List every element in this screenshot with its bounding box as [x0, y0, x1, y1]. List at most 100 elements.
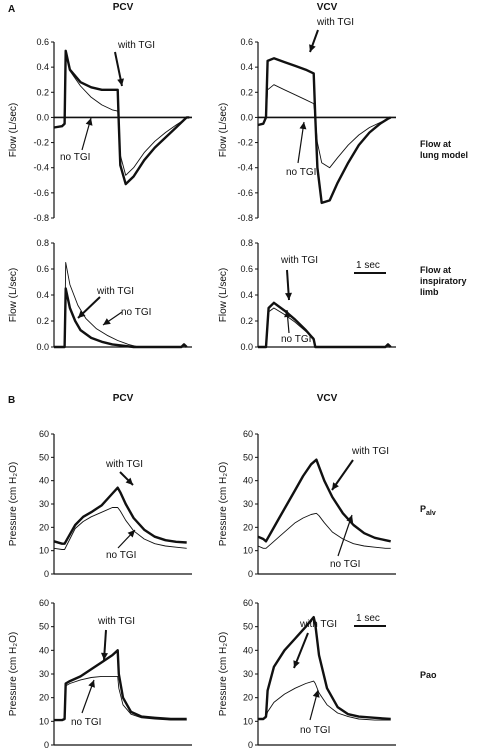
scale-bar-b-label: 1 sec — [356, 613, 380, 624]
y-tick-label: 0.4 — [36, 290, 49, 300]
y-tick-label: 30 — [243, 499, 253, 509]
y-axis-label: Pressure (cm H₂O) — [8, 632, 19, 716]
series-no-tgi-line — [53, 507, 187, 550]
chart-a-pcv-lung: PCV 0.6 0.4 0.2 0.0 -0.2 -0.4 -0.6 -0.8 Flow (L/s… — [8, 2, 192, 223]
chart-a-vcv-insp: 0.8 0.6 0.4 0.2 0.0 Flow (L/sec) with TGI no TG… — [218, 238, 396, 352]
annotation-arrowhead — [312, 690, 320, 698]
series-no-tgi-line — [257, 512, 391, 549]
y-axis-label: Pressure (cm H₂O) — [218, 462, 229, 546]
y-tick-label: 0.8 — [36, 238, 49, 248]
y-tick-label: 0.6 — [240, 37, 253, 47]
y-tick-label: 0 — [248, 740, 253, 750]
series-no-tgi-line — [258, 307, 392, 348]
y-tick-label: 10 — [243, 716, 253, 726]
row-label-flow-insp-line1: Flow at — [420, 265, 451, 275]
scale-bar-b: 1 sec — [354, 613, 386, 627]
panel-letter-b: B — [8, 395, 15, 406]
annotation-arrow — [337, 514, 353, 557]
y-axis-label: Flow (L/sec) — [8, 103, 19, 157]
annotation-label: with TGI — [105, 459, 143, 470]
annotation-arrowhead — [346, 515, 354, 523]
annotation-arrowhead — [299, 122, 307, 130]
y-tick-label: 0.0 — [36, 112, 49, 122]
row-label-flow-insp-line3: limb — [420, 287, 439, 297]
y-tick-label: 0.8 — [240, 238, 253, 248]
y-tick-label: 10 — [39, 546, 49, 556]
y-tick-label: 60 — [39, 598, 49, 608]
y-tick-label: 10 — [39, 716, 49, 726]
chart-title: VCV — [317, 2, 338, 13]
annotation-label: with TGI — [97, 616, 135, 627]
y-tick-label: 0.4 — [240, 62, 253, 72]
y-tick-label: 20 — [243, 522, 253, 532]
y-tick-label: 0.4 — [240, 290, 253, 300]
y-tick-label: 0 — [248, 569, 253, 579]
y-axis-label: Flow (L/sec) — [218, 268, 229, 322]
annotation-label: with TGI — [117, 40, 155, 51]
y-tick-label: 0.4 — [36, 62, 49, 72]
y-tick-label: 20 — [243, 693, 253, 703]
y-tick-label: -0.2 — [33, 138, 49, 148]
annotation-label: with TGI — [316, 17, 354, 28]
y-tick-label: 50 — [243, 622, 253, 632]
chart-b-vcv-pao: 60 50 40 30 20 10 0 Pressure (cm H₂O) with TGI no… — [218, 598, 396, 750]
series-with-tgi-line — [258, 301, 392, 349]
annotation-arrowhead — [88, 680, 95, 688]
row-label-pao: Pao — [420, 670, 437, 680]
y-axis-label: Flow (L/sec) — [8, 268, 19, 322]
y-tick-label: -0.8 — [33, 213, 49, 223]
annotation-label: no TGI — [71, 717, 101, 728]
row-label-flow-insp-line2: inspiratory — [420, 276, 467, 286]
annotation-label: no TGI — [281, 334, 311, 345]
annotation-arrowhead — [332, 482, 339, 490]
annotation-arrowhead — [125, 477, 133, 485]
y-tick-label: 0.0 — [240, 342, 253, 352]
series-with-tgi-line — [258, 616, 391, 721]
y-tick-label: 30 — [39, 669, 49, 679]
y-tick-label: 0 — [44, 740, 49, 750]
annotation-arrowhead — [117, 78, 124, 86]
annotation-label: no TGI — [286, 167, 316, 178]
annotation-arrowhead — [103, 318, 111, 325]
y-tick-label: 0.6 — [240, 264, 253, 274]
y-tick-label: 60 — [243, 598, 253, 608]
y-tick-label: 10 — [243, 546, 253, 556]
row-label-palv-sub: alv — [426, 510, 436, 517]
series-no-tgi-line — [257, 84, 391, 169]
y-tick-label: 0.2 — [240, 316, 253, 326]
annotation-arrowhead — [85, 118, 93, 126]
y-tick-label: 20 — [39, 522, 49, 532]
annotation-label: no TGI — [106, 550, 136, 561]
y-tick-label: -0.2 — [237, 138, 253, 148]
y-tick-label: 50 — [243, 452, 253, 462]
y-axis-label: Pressure (cm H₂O) — [218, 632, 229, 716]
row-label-flow-lung-line1: Flow at — [420, 139, 451, 149]
annotation-arrowhead — [78, 310, 86, 318]
y-tick-label: -0.4 — [33, 163, 49, 173]
chart-b-pcv-pao: 60 50 40 30 20 10 0 Pressure (cm H₂O) with TGI no… — [8, 598, 192, 750]
series-with-tgi-line — [257, 458, 391, 543]
y-tick-label: 40 — [39, 476, 49, 486]
series-with-tgi-line — [257, 57, 392, 205]
chart-title: PCV — [113, 2, 134, 13]
annotation-label: with TGI — [299, 619, 337, 630]
series-no-tgi-line — [258, 680, 391, 721]
row-label-flow-lung-line2: lung model — [420, 150, 468, 160]
row-label-flow-lung: Flow at lung model — [420, 139, 468, 160]
y-tick-label: 40 — [243, 645, 253, 655]
y-tick-label: 60 — [39, 429, 49, 439]
scale-bar-a-label: 1 sec — [356, 260, 380, 271]
annotation-label: with TGI — [96, 286, 134, 297]
series-with-tgi-line — [54, 649, 187, 722]
y-tick-label: 0.2 — [240, 87, 253, 97]
y-tick-label: 0.0 — [36, 342, 49, 352]
series-no-tgi-line — [54, 262, 188, 348]
annotation-label: no TGI — [60, 152, 90, 163]
y-tick-label: 40 — [243, 476, 253, 486]
y-tick-label: 60 — [243, 429, 253, 439]
series-no-tgi-line — [53, 51, 190, 176]
row-label-flow-insp: Flow at inspiratory limb — [420, 265, 469, 297]
scale-bar-a: 1 sec — [354, 260, 386, 274]
annotation-label: with TGI — [351, 446, 389, 457]
